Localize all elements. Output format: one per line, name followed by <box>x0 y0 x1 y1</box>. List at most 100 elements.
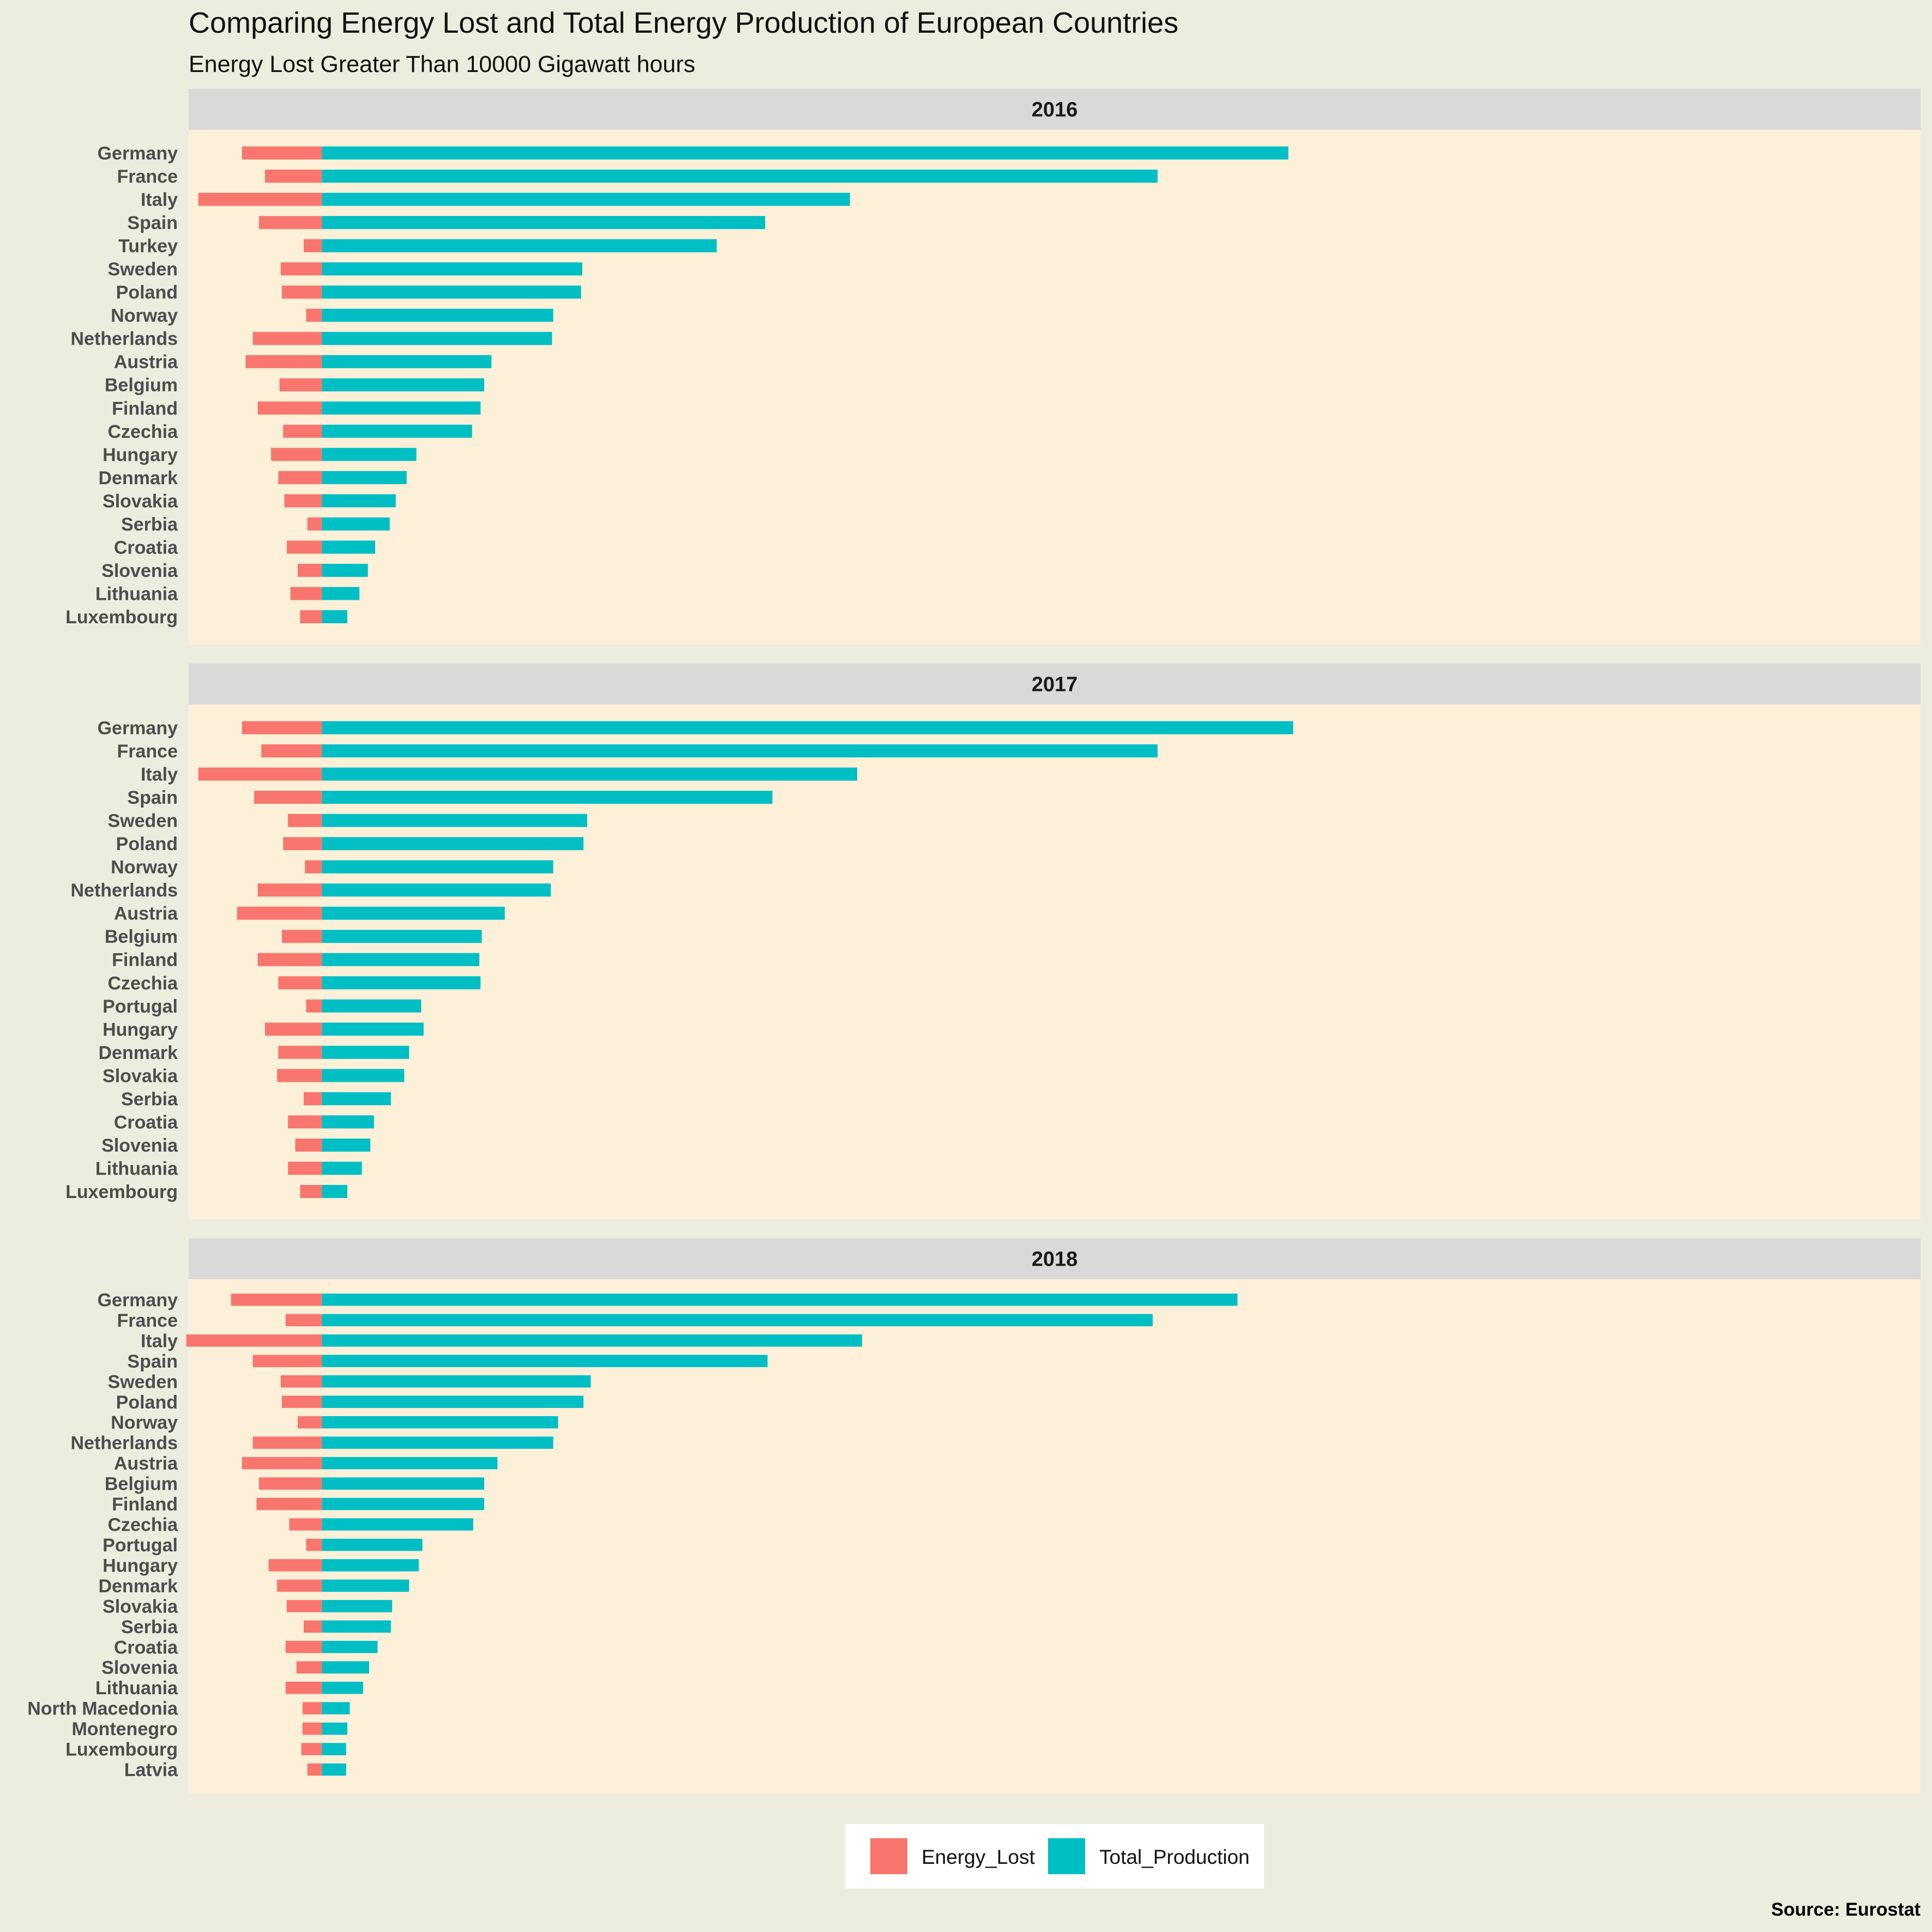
category-label-lithuania: Lithuania <box>95 583 178 604</box>
category-label-lithuania: Lithuania <box>95 1158 178 1179</box>
chart-subtitle: Energy Lost Greater Than 10000 Gigawatt … <box>189 51 695 77</box>
bar-total-production-austria <box>322 355 492 369</box>
bar-energy-lost-italy <box>198 192 322 206</box>
bar-total-production-croatia <box>322 1115 374 1129</box>
bar-energy-lost-norway <box>306 309 322 322</box>
bar-energy-lost-poland <box>282 1395 322 1408</box>
bar-total-production-finland <box>322 953 480 966</box>
category-label-austria: Austria <box>114 1453 178 1474</box>
category-label-finland: Finland <box>112 398 178 419</box>
category-label-slovenia: Slovenia <box>101 1658 178 1678</box>
bar-energy-lost-italy <box>198 767 322 781</box>
category-label-austria: Austria <box>114 352 178 372</box>
bar-total-production-sweden <box>322 1375 591 1388</box>
category-label-poland: Poland <box>116 1392 178 1413</box>
bar-energy-lost-spain <box>258 216 322 230</box>
category-label-serbia: Serbia <box>121 514 178 535</box>
bar-energy-lost-serbia <box>307 517 322 531</box>
category-label-hungary: Hungary <box>103 1019 178 1040</box>
bar-total-production-austria <box>322 906 505 920</box>
bar-energy-lost-sweden <box>288 814 322 827</box>
legend: Energy_Lost Total_Production <box>845 1824 1264 1888</box>
bar-total-production-denmark <box>322 1045 410 1059</box>
bar-total-production-hungary <box>322 1022 424 1036</box>
bar-energy-lost-poland <box>283 837 322 851</box>
bar-total-production-norway <box>322 860 553 874</box>
category-label-spain: Spain <box>127 213 178 233</box>
bar-energy-lost-germany <box>242 721 322 735</box>
category-label-sweden: Sweden <box>108 1371 178 1392</box>
bar-total-production-netherlands <box>322 332 552 345</box>
category-label-germany: Germany <box>98 1290 178 1310</box>
bar-total-production-serbia <box>322 1620 391 1633</box>
category-label-luxembourg: Luxembourg <box>65 1740 178 1760</box>
bar-total-production-poland <box>322 285 581 299</box>
category-label-italy: Italy <box>141 190 178 210</box>
category-label-austria: Austria <box>114 904 178 924</box>
bar-energy-lost-denmark <box>278 471 322 484</box>
bar-total-production-slovenia <box>322 1661 369 1674</box>
bar-energy-lost-hungary <box>268 1559 322 1572</box>
category-label-czechia: Czechia <box>108 422 179 442</box>
bar-energy-lost-spain <box>254 791 322 804</box>
bar-energy-lost-serbia <box>303 1620 322 1633</box>
category-label-croatia: Croatia <box>114 1637 178 1658</box>
category-label-sweden: Sweden <box>108 811 178 832</box>
bar-energy-lost-lithuania <box>290 587 322 600</box>
facet-strip <box>189 1238 1921 1279</box>
bar-energy-lost-lithuania <box>285 1681 322 1694</box>
bar-total-production-spain <box>322 216 766 230</box>
category-label-netherlands: Netherlands <box>71 329 178 350</box>
category-label-montenegro: Montenegro <box>71 1719 178 1740</box>
bar-energy-lost-czechia <box>289 1518 322 1531</box>
bar-energy-lost-france <box>261 744 322 758</box>
bar-energy-lost-portugal <box>306 999 322 1013</box>
category-label-turkey: Turkey <box>118 236 178 257</box>
bar-total-production-sweden <box>322 262 582 276</box>
bar-total-production-italy <box>322 1334 862 1347</box>
bar-total-production-slovakia <box>322 1069 405 1082</box>
category-label-sweden: Sweden <box>108 259 178 280</box>
category-label-italy: Italy <box>141 765 178 785</box>
bar-total-production-latvia <box>322 1763 346 1776</box>
bar-total-production-germany <box>322 721 1293 735</box>
bar-energy-lost-slovenia <box>296 1661 322 1674</box>
category-label-czechia: Czechia <box>108 1515 179 1536</box>
bar-total-production-lithuania <box>322 1681 363 1694</box>
category-label-spain: Spain <box>127 787 178 808</box>
chart-title: Comparing Energy Lost and Total Energy P… <box>189 7 1178 39</box>
bar-total-production-italy <box>322 192 850 206</box>
bar-total-production-poland <box>322 1395 584 1408</box>
category-label-italy: Italy <box>141 1331 178 1351</box>
bar-energy-lost-germany <box>231 1293 322 1306</box>
category-label-slovakia: Slovakia <box>103 1596 178 1617</box>
bar-total-production-portugal <box>322 999 422 1013</box>
bar-energy-lost-turkey <box>303 239 322 252</box>
category-label-croatia: Croatia <box>114 1112 178 1133</box>
category-label-denmark: Denmark <box>98 1576 178 1597</box>
category-label-lithuania: Lithuania <box>95 1678 178 1699</box>
bar-total-production-slovakia <box>322 494 396 508</box>
bar-energy-lost-austria <box>242 1456 322 1470</box>
bar-energy-lost-finland <box>256 1497 322 1510</box>
category-label-finland: Finland <box>112 1494 178 1515</box>
bar-total-production-hungary <box>322 448 417 461</box>
category-label-north-macedonia: North Macedonia <box>27 1699 178 1719</box>
category-label-latvia: Latvia <box>124 1760 178 1780</box>
bar-energy-lost-sweden <box>280 262 322 276</box>
bar-total-production-turkey <box>322 239 717 252</box>
bar-total-production-france <box>322 744 1158 758</box>
bar-energy-lost-sweden <box>280 1375 322 1388</box>
bar-total-production-slovenia <box>322 1138 371 1152</box>
bar-energy-lost-austria <box>237 906 322 920</box>
bar-total-production-denmark <box>322 471 407 484</box>
bar-energy-lost-czechia <box>278 976 322 990</box>
bar-total-production-netherlands <box>322 1436 553 1449</box>
bar-energy-lost-poland <box>282 285 322 299</box>
bar-energy-lost-czechia <box>283 424 322 438</box>
bar-energy-lost-belgium <box>258 1477 322 1490</box>
bar-energy-lost-norway <box>305 860 322 874</box>
bar-total-production-slovakia <box>322 1600 393 1612</box>
